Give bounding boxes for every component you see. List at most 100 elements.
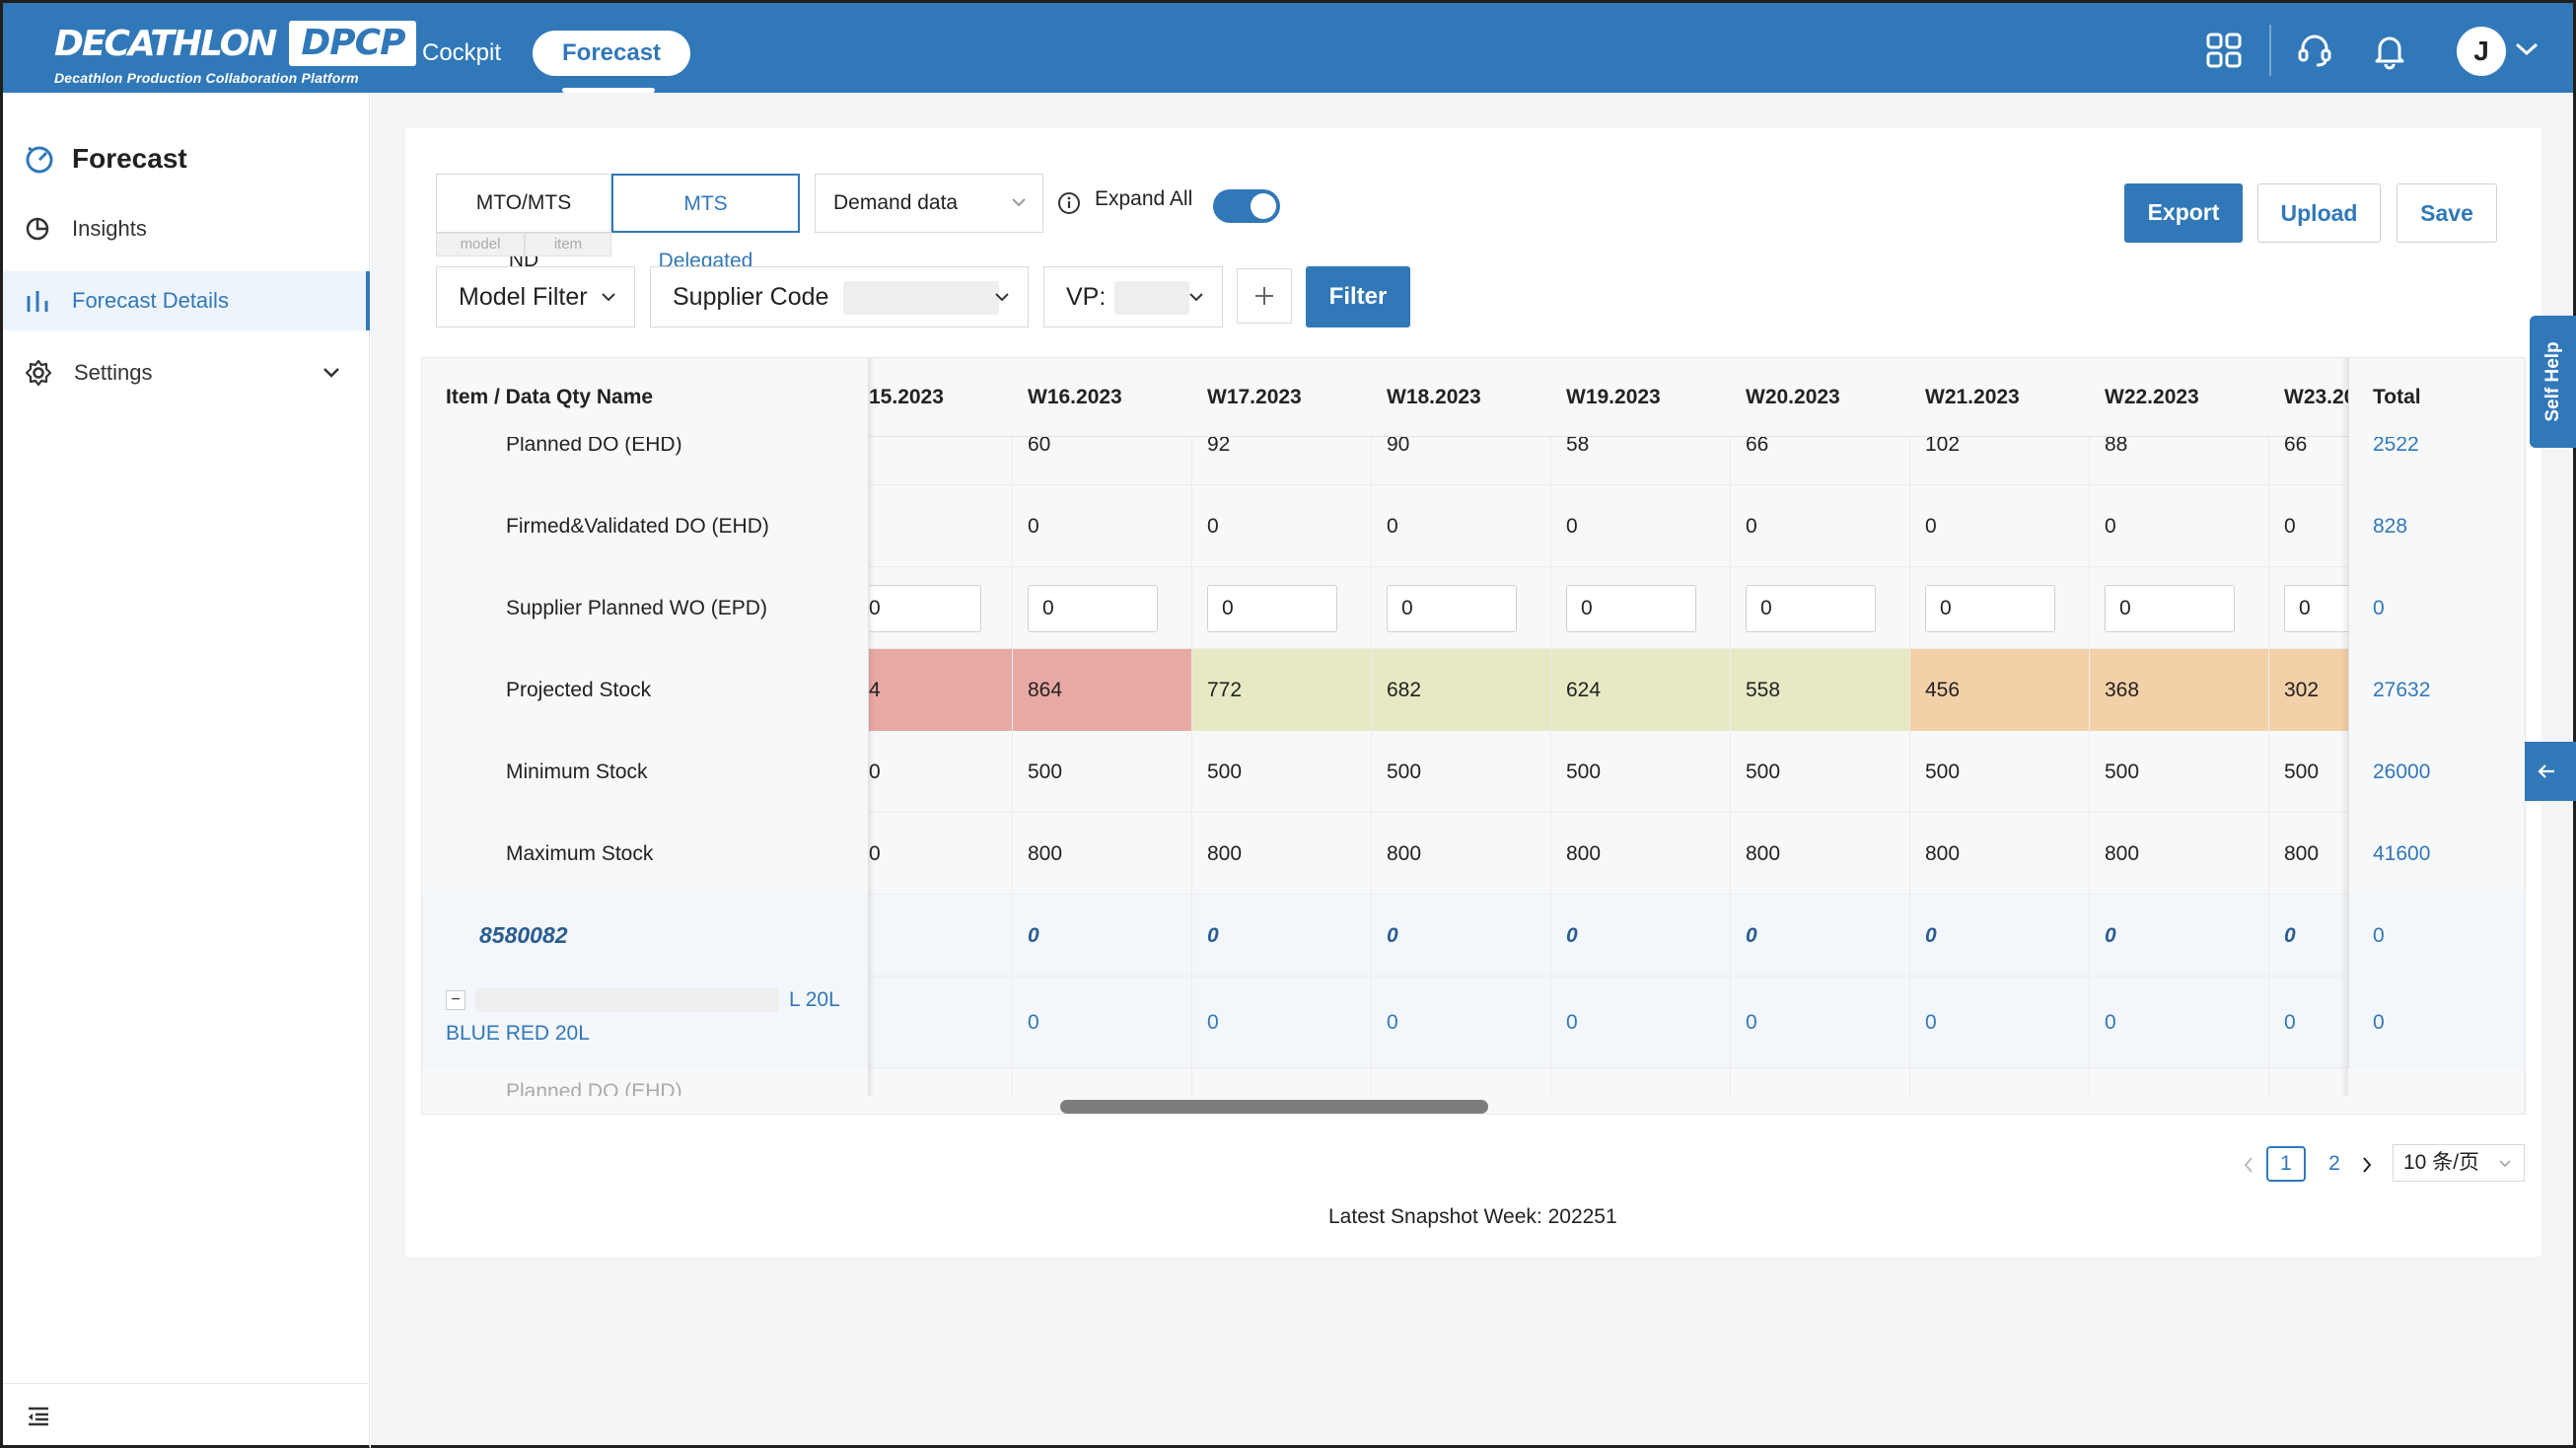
add-filter-button[interactable] (1237, 268, 1292, 324)
tab-cockpit[interactable]: Cockpit (422, 39, 502, 66)
table-cell: 800 (1746, 841, 1781, 865)
qty-input-cell[interactable]: 0 (1909, 567, 2089, 649)
qty-input[interactable]: 0 (1925, 584, 2055, 632)
column-separator (2268, 437, 2269, 1114)
sub-tab-model[interactable]: model (436, 233, 525, 256)
table-cell: 500 (1028, 760, 1063, 783)
qty-input-cell[interactable]: 0 (869, 567, 1012, 649)
column-separator (1730, 437, 1731, 1114)
qty-input[interactable]: 0 (2105, 584, 2235, 632)
table-cell: 0 (2105, 1010, 2116, 1034)
sidebar-item-forecast-details[interactable]: Forecast Details (3, 271, 370, 330)
pager-page-2[interactable]: 2 (2328, 1152, 2340, 1175)
pager-page-1[interactable]: 1 (2266, 1146, 2306, 1182)
qty-input[interactable]: 0 (1028, 584, 1158, 632)
table-row: Maximum Stock0 800 800 800 800 800 800 800 800 41… (422, 813, 2525, 895)
fixed-column-shadow (869, 358, 875, 1114)
toggle-knob (1251, 193, 1276, 219)
qty-input[interactable]: 0 (1387, 584, 1517, 632)
table-cell: 0 (1746, 1010, 1757, 1034)
expand-all-toggle[interactable] (1213, 189, 1280, 223)
chevron-down-icon[interactable] (2514, 40, 2540, 58)
row-name: Supplier Planned WO (EPD) (422, 567, 869, 649)
chevron-down-icon[interactable] (322, 367, 340, 379)
qty-input[interactable]: 0 (1746, 584, 1876, 632)
table-cell: 0 (1566, 514, 1578, 538)
page-size-select[interactable]: 10 条/页 (2393, 1144, 2525, 1182)
logo-subtitle: Decathlon Production Collaboration Platf… (54, 70, 359, 86)
table-cell: 0 (1925, 514, 1937, 538)
vp-select[interactable]: VP: (1043, 266, 1223, 327)
logo-main-text: DECATHLON (54, 23, 277, 64)
sidebar-item-settings[interactable]: Settings (3, 343, 370, 402)
column-separator (1012, 437, 1013, 1114)
table-cell: 90 (1387, 432, 1410, 456)
demand-data-select[interactable]: Demand data (815, 174, 1043, 233)
table-cell: 500 (1746, 760, 1781, 783)
row-name: Firmed&Validated DO (EHD) (422, 485, 869, 567)
segment-mts-delegated[interactable]: MTS Delegated (611, 174, 800, 272)
table-row: Minimum Stock0 500 500 500 500 500 500 500 500 26… (422, 731, 2525, 813)
table-cell: 0 (1746, 514, 1757, 538)
chevron-down-icon (602, 293, 615, 302)
table-cell: 0 (1207, 923, 1219, 947)
item-name-line2[interactable]: BLUE RED 20L (446, 1022, 590, 1045)
row-total: 828 (2348, 485, 2525, 567)
user-avatar[interactable]: J (2457, 27, 2506, 76)
headset-support-icon[interactable] (2295, 31, 2334, 70)
table-cell: 0 (1387, 1010, 1398, 1034)
sub-tab-item[interactable]: item (525, 233, 611, 256)
table-cell: 0 (1566, 923, 1578, 947)
supplier-code-select[interactable]: Supplier Code (650, 266, 1029, 327)
pager-prev-icon[interactable] (2241, 1154, 2256, 1176)
table-cell: 500 (2284, 760, 2320, 783)
export-button[interactable]: Export (2124, 183, 2243, 243)
row-name: Maximum Stock (422, 813, 869, 895)
table-cell: 92 (1207, 432, 1231, 456)
table-cell: 0 (869, 731, 1012, 813)
qty-input-cell[interactable]: 0 (1012, 567, 1191, 649)
row-total: 27632 (2348, 649, 2525, 731)
table-cell: 500 (2105, 760, 2140, 783)
qty-input-cell[interactable]: 0 (1550, 567, 1730, 649)
self-help-tab[interactable]: Self Help (2530, 316, 2576, 448)
upload-button[interactable]: Upload (2257, 183, 2381, 243)
tab-forecast[interactable]: Forecast (533, 31, 691, 76)
header-week: W17.2023 (1207, 386, 1302, 408)
table-cell (869, 485, 1012, 567)
qty-input[interactable]: 0 (1566, 584, 1696, 632)
table-cell: 500 (1566, 760, 1602, 783)
table-cell: 0 (1387, 514, 1398, 538)
scrollbar-thumb[interactable] (1060, 1100, 1488, 1114)
row-name: − L 20L BLUE RED 20L (422, 977, 869, 1068)
sidebar-item-label: Insights (72, 216, 147, 241)
table-cell: 500 (1925, 760, 1961, 783)
qty-input-cell[interactable]: 0 (1191, 567, 1371, 649)
pager-next-icon[interactable] (2359, 1154, 2375, 1176)
qty-input[interactable]: 0 (869, 584, 981, 632)
qty-input-cell[interactable]: 0 (2089, 567, 2268, 649)
logo[interactable]: DECATHLON DPCP Decathlon Production Coll… (54, 21, 417, 86)
chevron-down-icon (1189, 293, 1203, 302)
segment-mto-mts-nd[interactable]: MTO/MTS ND (436, 174, 611, 271)
table-cell: 0 (1207, 514, 1219, 538)
model-filter-select[interactable]: Model Filter (436, 266, 635, 327)
table-cell: 0 (2284, 923, 2296, 947)
table-cell: 500 (1207, 760, 1243, 783)
save-button[interactable]: Save (2397, 183, 2497, 243)
info-icon[interactable] (1057, 191, 1081, 215)
side-drawer-toggle[interactable] (2517, 742, 2576, 801)
collapse-toggle[interactable]: − (446, 990, 465, 1010)
qty-input-cell[interactable]: 0 (1730, 567, 1909, 649)
horizontal-scrollbar[interactable] (422, 1096, 2503, 1114)
qty-input[interactable]: 0 (1207, 584, 1337, 632)
filter-button[interactable]: Filter (1306, 266, 1410, 327)
table-cell: 456 (1909, 649, 2089, 731)
sidebar-item-insights[interactable]: Insights (3, 199, 370, 258)
table-cell: 864 (1012, 649, 1191, 731)
notification-bell-icon[interactable] (2370, 31, 2409, 70)
qty-input-cell[interactable]: 0 (1371, 567, 1550, 649)
apps-grid-icon[interactable] (2204, 31, 2244, 70)
collapse-menu-icon[interactable] (27, 1406, 50, 1427)
table-cell: 88 (2105, 432, 2128, 456)
